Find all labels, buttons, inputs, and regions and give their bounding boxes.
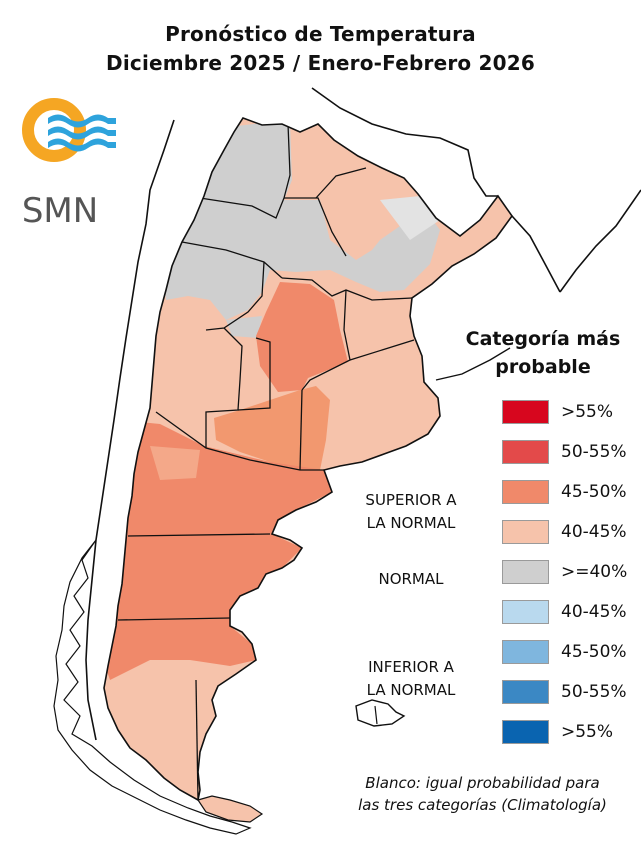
zone-normal-nw [160,120,440,320]
tierra-del-fuego [197,795,264,823]
legend-label: >55% [561,402,614,422]
chile-coastline [53,539,252,835]
legend-swatch [502,600,549,624]
smn-logo-text: SMN [22,191,98,230]
legend-label: >55% [561,722,614,742]
zone-45-50-central [256,282,348,392]
map-title: Pronóstico de Temperatura [165,22,476,46]
legend-label: 45-50% [561,482,627,502]
group-label-superior-2: LA NORMAL [366,514,456,532]
region-borders [117,123,415,800]
legend-title-line1: Categoría más [465,328,621,350]
group-label-normal: NORMAL [378,570,444,588]
probability-zones [104,120,440,680]
legend-swatch [502,520,549,544]
legend-swatch [502,560,549,584]
malvinas-islands [355,699,406,727]
legend-label: 50-55% [561,682,627,702]
legend-label: 40-45% [561,522,627,542]
smn-sun-waves-logo-icon: SMN [22,98,116,231]
group-label-inferior-2: LA NORMAL [366,681,456,699]
legend-swatch [502,640,549,664]
zone-normal-ne [380,196,440,240]
neighbouring-borders [85,87,641,741]
legend-swatch [502,680,549,704]
map-subtitle-period: Diciembre 2025 / Enero-Febrero 2026 [106,51,535,75]
zone-normal-central [226,316,262,338]
group-label-superior-1: SUPERIOR A [365,491,457,509]
legend-label: >=40% [561,562,628,582]
legend-swatch [502,440,549,464]
note-line2: las tres categorías (Climatología) [358,796,607,814]
malvinas-strait [374,705,378,725]
argentina-outline [103,117,513,802]
smn-logo: SMN [10,90,120,231]
legend-swatch [502,480,549,504]
legend-swatch [502,720,549,744]
legend-label: 40-45% [561,602,627,622]
legend-label: 45-50% [561,642,627,662]
legend-swatch [502,400,549,424]
note-line1: Blanco: igual probabilidad para [365,774,600,792]
zone-45-50-patagonia [104,420,332,680]
zone-40-45-patch [150,446,200,480]
group-label-inferior-1: INFERIOR A [368,658,454,676]
legend-title-line2: probable [495,356,591,378]
legend-label: 50-55% [561,442,627,462]
uruguay-coast [435,347,511,381]
